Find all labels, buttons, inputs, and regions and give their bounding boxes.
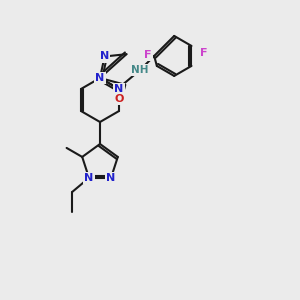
Text: N: N (106, 173, 116, 183)
Text: N: N (100, 52, 109, 61)
Text: O: O (115, 94, 124, 104)
Text: F: F (200, 48, 207, 58)
Text: N: N (84, 173, 94, 183)
Text: N: N (95, 73, 105, 83)
Text: F: F (144, 50, 152, 60)
Text: N: N (114, 84, 124, 94)
Text: NH: NH (131, 65, 149, 75)
